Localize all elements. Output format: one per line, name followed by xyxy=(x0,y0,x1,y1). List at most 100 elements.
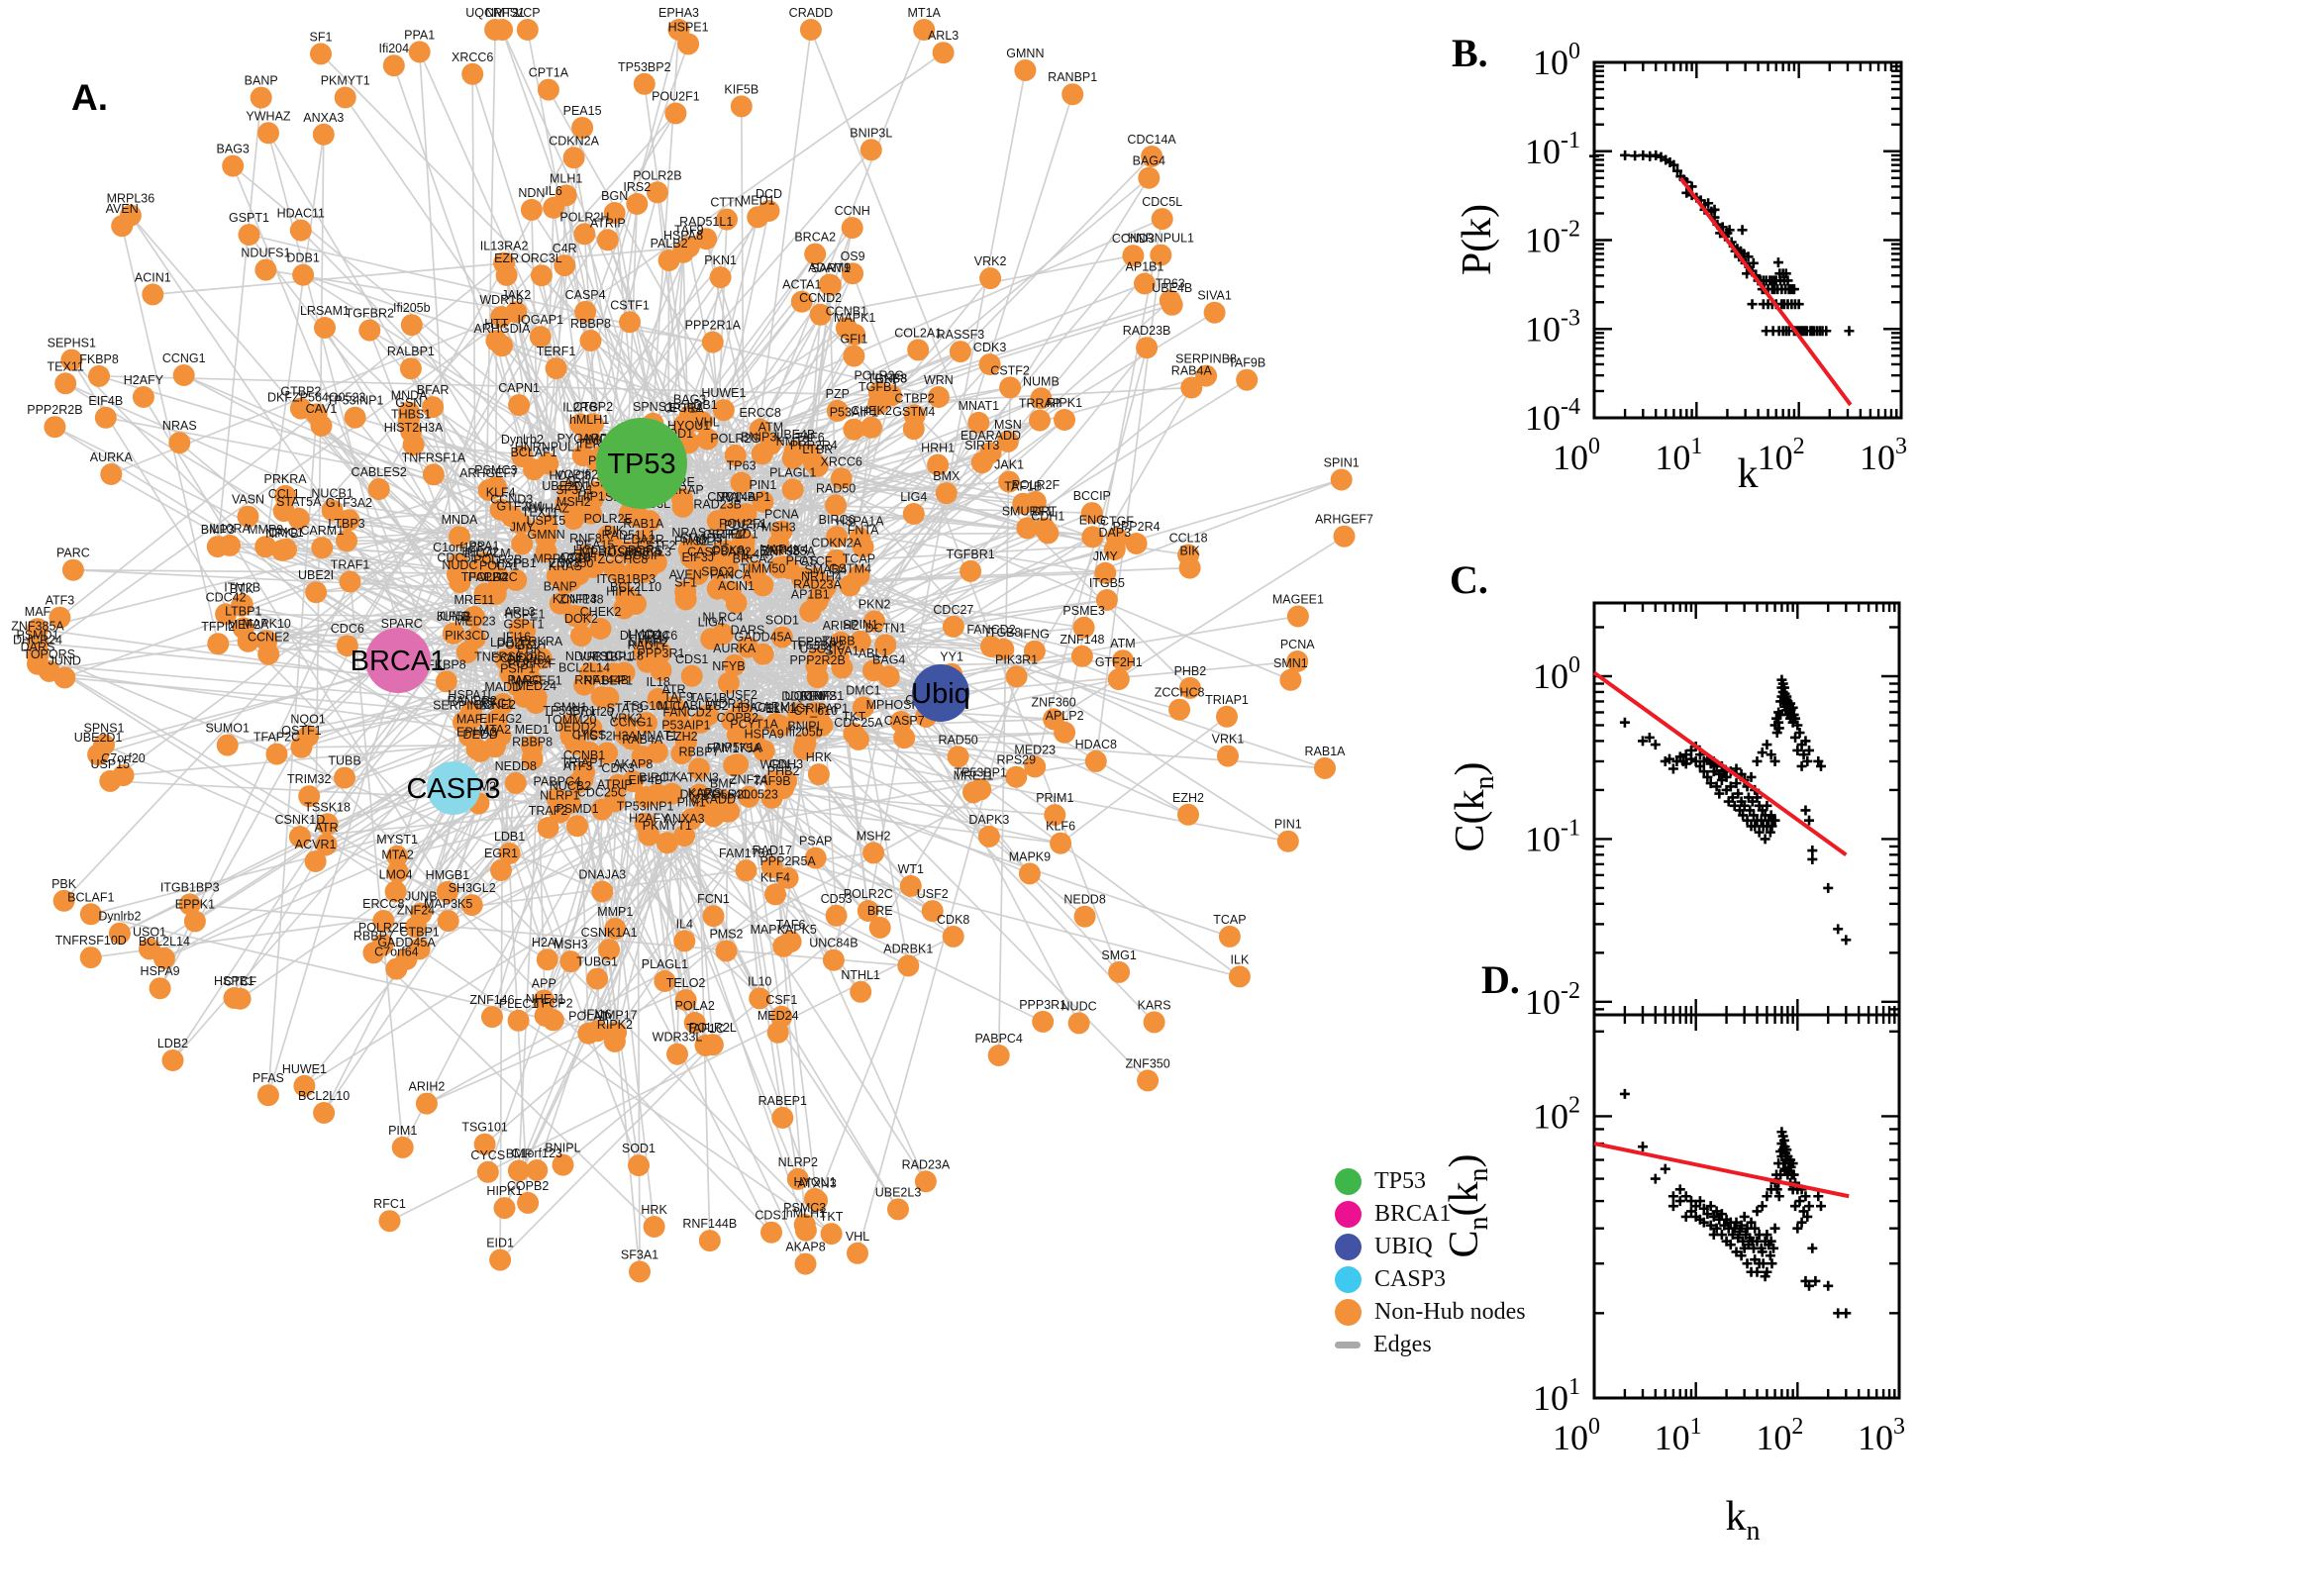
network-edge xyxy=(817,464,1028,530)
network-edge xyxy=(805,965,910,1232)
network-node xyxy=(632,529,655,551)
legend-label: TP53 xyxy=(1374,1168,1427,1194)
network-edge xyxy=(267,133,403,642)
network-edge xyxy=(248,234,517,581)
plot-tick-labels: 100 10-1 10-2 xyxy=(1525,652,1580,1022)
network-edge xyxy=(548,89,861,643)
network-edge xyxy=(612,414,916,674)
svg-text:10-1: 10-1 xyxy=(1525,128,1580,171)
network-node xyxy=(656,832,678,854)
network-edge xyxy=(130,215,533,682)
network-edge xyxy=(499,1044,714,1261)
legend-item-edges: Edges xyxy=(1335,1332,1526,1358)
legend-label: Edges xyxy=(1373,1332,1432,1357)
network-node xyxy=(505,569,528,591)
network-node xyxy=(631,746,654,767)
network-edge xyxy=(49,643,219,672)
network-edge xyxy=(183,374,541,531)
network-node xyxy=(825,494,848,517)
network-node xyxy=(825,549,848,571)
network-edge xyxy=(810,29,983,463)
svg-text:101: 101 xyxy=(1655,1414,1702,1457)
network-edge xyxy=(857,676,1018,1254)
network-node xyxy=(680,664,703,687)
network-node xyxy=(730,471,753,494)
svg-text:100: 100 xyxy=(1553,1414,1600,1457)
network-edge xyxy=(540,51,945,338)
network-node xyxy=(723,653,746,676)
network-nodes xyxy=(27,19,1356,1283)
legend-label: UBIQ xyxy=(1374,1234,1433,1259)
network-node xyxy=(786,702,809,725)
network-node xyxy=(852,696,874,719)
network-node xyxy=(737,636,758,658)
network-node xyxy=(566,815,588,838)
network-edge xyxy=(699,378,1248,724)
network-edge xyxy=(877,177,1150,405)
network-edge xyxy=(568,491,1149,1081)
legend-item-ubiq: UBIQ xyxy=(1335,1234,1526,1260)
network-edge xyxy=(499,703,504,1260)
network-edge xyxy=(110,780,730,813)
svg-text:100: 100 xyxy=(1553,434,1600,477)
network-edge xyxy=(301,600,818,748)
network-edge xyxy=(645,822,1241,978)
network-edge xyxy=(632,692,942,783)
plot-axis-labels: C(kn) xyxy=(1448,762,1500,852)
svg-text:10-2: 10-2 xyxy=(1525,217,1580,260)
network-edge xyxy=(267,340,498,1096)
plot-ticks xyxy=(1592,1015,1901,1400)
network-edge xyxy=(158,233,586,989)
network-node xyxy=(638,824,660,847)
network-node xyxy=(500,505,523,528)
svg-text:100: 100 xyxy=(1533,39,1580,82)
network-node xyxy=(442,622,464,645)
plot-frame xyxy=(1592,601,1901,1017)
svg-text:10-2: 10-2 xyxy=(1525,978,1580,1022)
network-node xyxy=(449,526,470,549)
legend-item-non-hub-nodes: Non-Hub nodes xyxy=(1335,1299,1526,1326)
network-node xyxy=(596,742,618,764)
svg-text:k: k xyxy=(1738,451,1759,497)
plot-data-points xyxy=(1589,150,1855,337)
network-edge xyxy=(300,230,535,470)
network-node xyxy=(688,757,710,780)
network-edge xyxy=(121,226,220,645)
network-node xyxy=(724,444,747,466)
network-edge xyxy=(677,713,881,929)
network-node xyxy=(612,565,634,587)
network-edge xyxy=(103,744,473,906)
network-node xyxy=(726,724,749,747)
network-edge xyxy=(281,112,677,551)
network-edge xyxy=(171,633,455,1061)
network-edge xyxy=(267,414,318,1096)
svg-text:101: 101 xyxy=(1655,434,1702,477)
network-edge xyxy=(835,559,1080,1024)
network-node xyxy=(670,743,693,765)
edge-swatch-icon xyxy=(1335,1342,1361,1348)
network-edge xyxy=(590,155,1153,730)
network-edge xyxy=(300,747,772,1234)
network-node xyxy=(848,564,870,587)
network-edge xyxy=(500,127,583,871)
network-edge xyxy=(748,796,783,1017)
network-edge xyxy=(152,246,689,296)
network-edge xyxy=(281,462,549,551)
network-edge xyxy=(70,359,250,643)
svg-text:10-4: 10-4 xyxy=(1525,394,1580,438)
legend-item-tp53: TP53 xyxy=(1335,1168,1526,1195)
svg-text:102: 102 xyxy=(1756,1414,1803,1457)
plot-frame xyxy=(1592,1013,1901,1400)
network-node xyxy=(688,783,711,806)
network-edge xyxy=(163,728,688,959)
network-node xyxy=(680,808,703,831)
svg-text:10-1: 10-1 xyxy=(1525,815,1580,858)
network-edge xyxy=(1060,716,1228,845)
svg-text:103: 103 xyxy=(1860,434,1907,477)
network-node xyxy=(760,786,783,809)
svg-text:100: 100 xyxy=(1533,652,1580,696)
network-node xyxy=(738,785,760,808)
